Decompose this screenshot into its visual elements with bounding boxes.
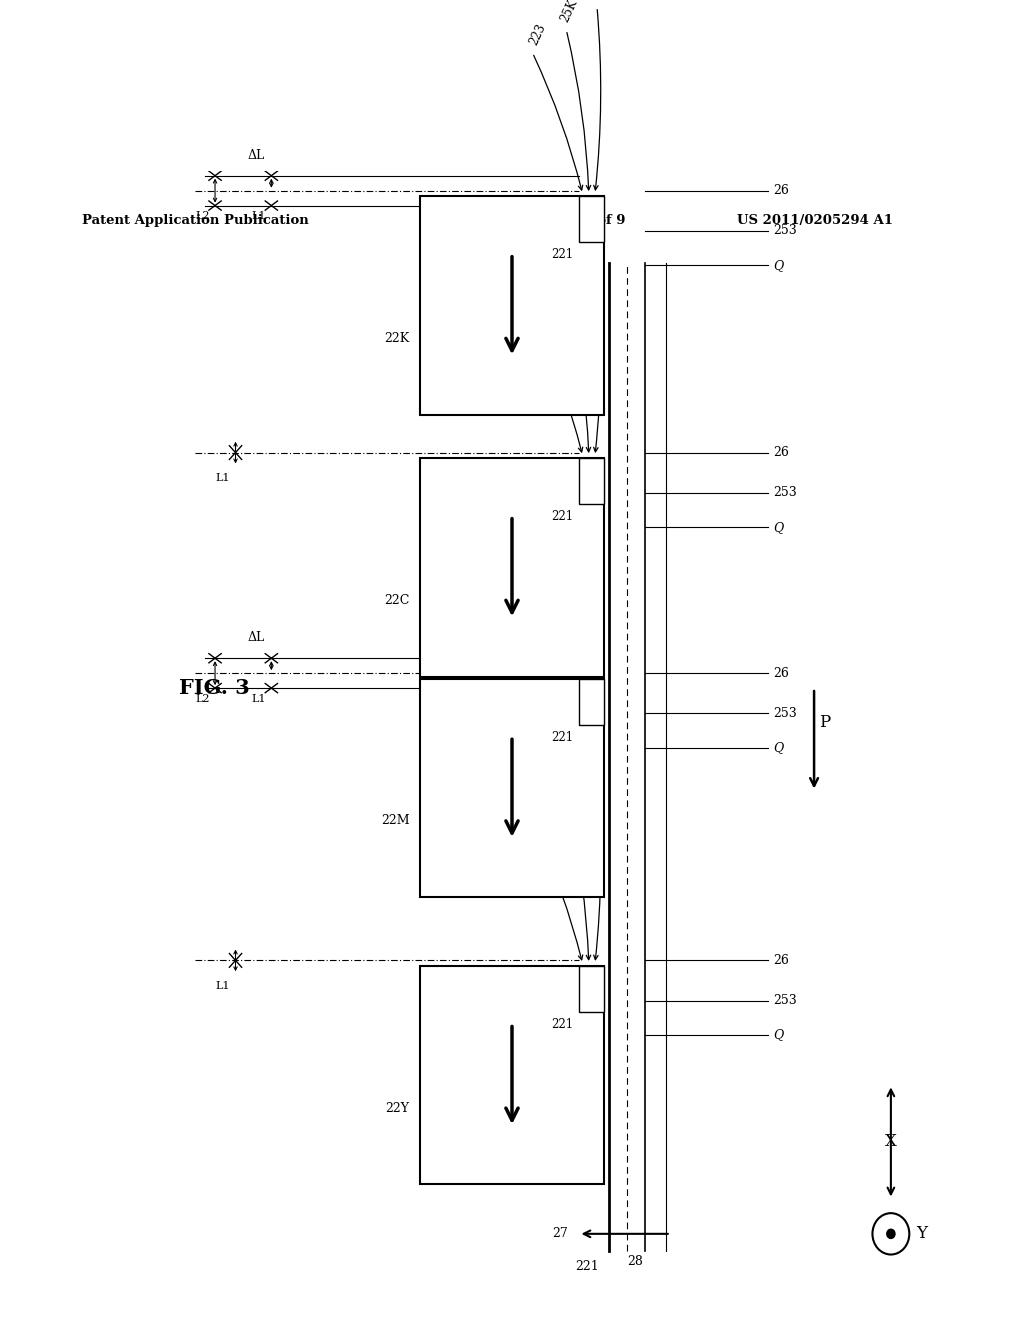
Text: Q: Q	[773, 742, 783, 754]
Text: X: X	[885, 1134, 897, 1151]
Text: Q: Q	[773, 521, 783, 533]
Text: 26: 26	[773, 954, 790, 966]
Text: 22K: 22K	[384, 331, 410, 345]
Text: Patent Application Publication: Patent Application Publication	[82, 214, 308, 227]
Text: 28: 28	[627, 1254, 643, 1267]
Text: 223: 223	[527, 21, 549, 48]
Text: FIG. 3: FIG. 3	[179, 678, 250, 698]
Text: 25C: 25C	[558, 259, 580, 286]
Text: US 2011/0205294 A1: US 2011/0205294 A1	[737, 214, 893, 227]
Text: L1: L1	[252, 211, 266, 222]
Text: G2: G2	[589, 463, 607, 483]
Text: L2: L2	[196, 211, 210, 222]
Text: 221: 221	[575, 1261, 599, 1274]
Text: L2: L2	[196, 694, 210, 704]
Text: 22Y: 22Y	[386, 1101, 410, 1114]
Text: G1: G1	[589, 750, 607, 771]
Text: 22C: 22C	[384, 594, 410, 607]
Text: 25M: 25M	[558, 477, 582, 507]
Bar	[420, 197, 604, 414]
Text: 221: 221	[551, 510, 573, 523]
Text: 253: 253	[773, 994, 797, 1007]
Text: Y: Y	[916, 1225, 928, 1242]
Text: 27: 27	[553, 1228, 568, 1241]
Text: 25Y: 25Y	[558, 768, 580, 793]
Text: 223: 223	[527, 284, 549, 309]
Text: L1: L1	[252, 694, 266, 704]
Bar	[579, 197, 604, 243]
Text: P: P	[819, 714, 830, 731]
Text: G1: G1	[589, 243, 607, 263]
Bar	[579, 458, 604, 504]
Text: 253: 253	[773, 486, 797, 499]
Text: 223: 223	[527, 504, 549, 529]
Text: Aug. 25, 2011  Sheet 3 of 9: Aug. 25, 2011 Sheet 3 of 9	[425, 214, 626, 227]
Text: 26: 26	[773, 183, 790, 197]
Text: 221: 221	[551, 248, 573, 261]
Text: 25K: 25K	[558, 0, 580, 24]
Bar	[420, 678, 604, 898]
Text: L1: L1	[216, 981, 230, 991]
Text: 253: 253	[773, 224, 797, 238]
Text: Q: Q	[773, 259, 783, 272]
Text: ΔL: ΔL	[248, 149, 264, 162]
Bar	[420, 966, 604, 1184]
Text: 221: 221	[551, 1018, 573, 1031]
Text: 253: 253	[773, 708, 797, 719]
Bar	[420, 458, 604, 677]
Text: ΔL: ΔL	[248, 631, 264, 644]
Text: 26: 26	[773, 446, 790, 459]
Text: 221: 221	[551, 730, 573, 743]
Text: L1: L1	[216, 474, 230, 483]
Text: 26: 26	[773, 667, 790, 680]
Text: 223: 223	[527, 791, 549, 817]
Text: 22M: 22M	[381, 814, 410, 828]
Text: Q: Q	[773, 1028, 783, 1041]
Bar	[579, 966, 604, 1012]
Circle shape	[887, 1229, 895, 1238]
Bar	[579, 678, 604, 725]
